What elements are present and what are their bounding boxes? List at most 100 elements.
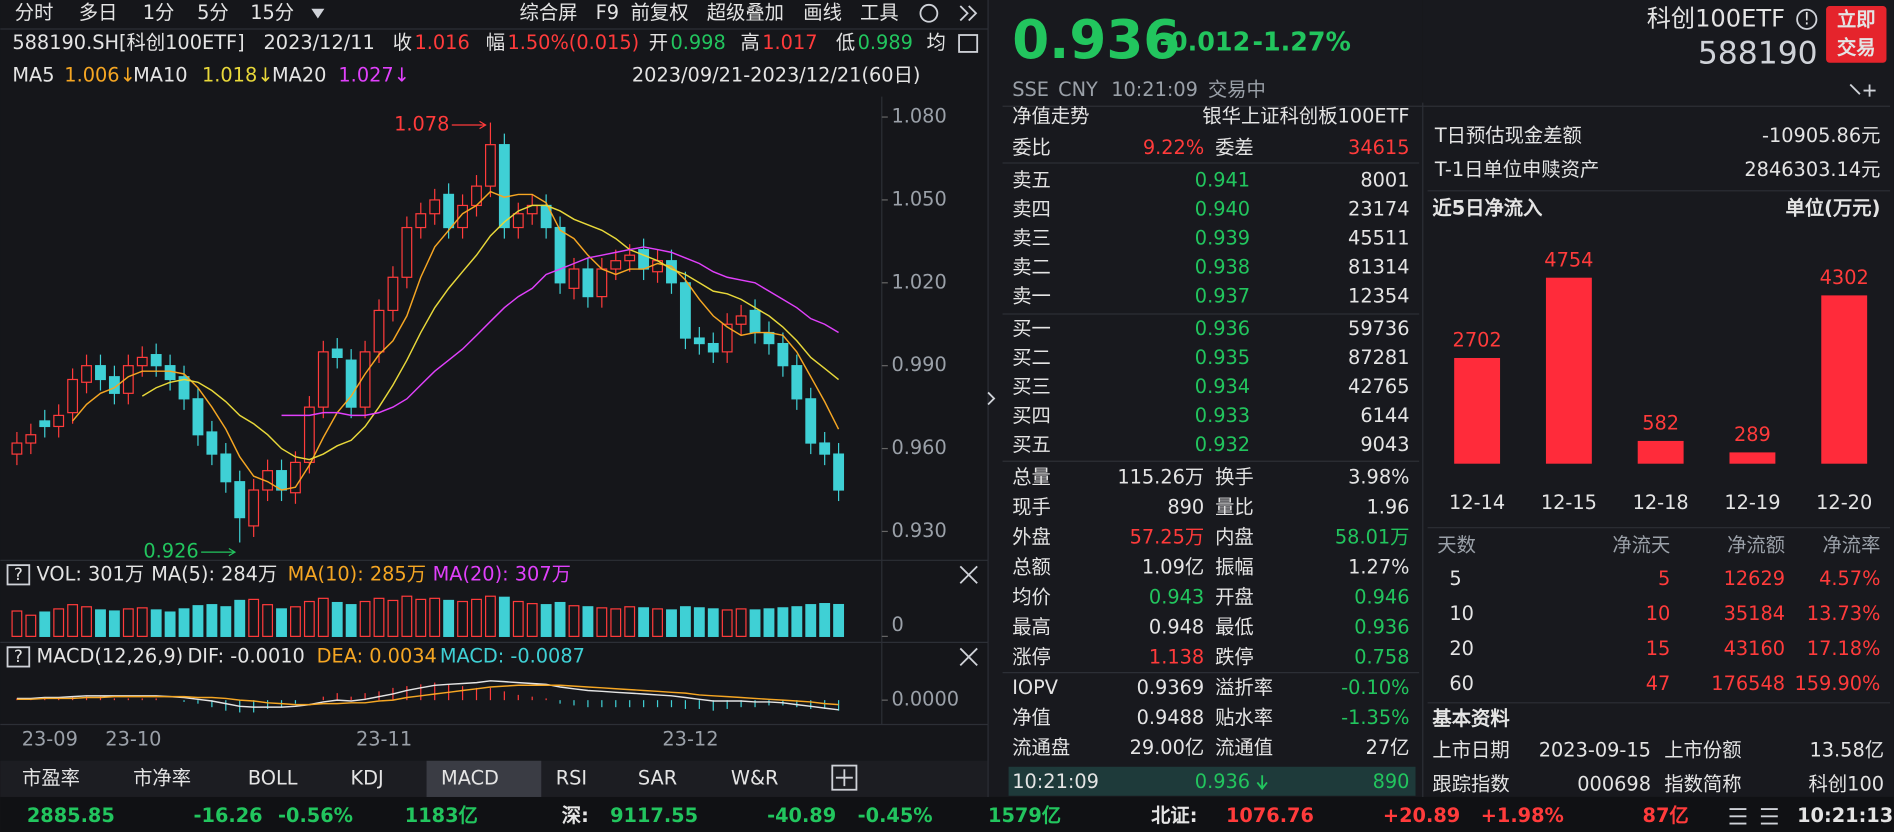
close-icon[interactable] [959,647,978,666]
nav-label: 净值走势 [1012,105,1089,128]
volume-bar [582,606,594,637]
down-arrow [1256,775,1268,790]
candle-body [136,356,148,367]
level-label: 卖二 [1012,256,1051,279]
volume-bar [276,608,287,637]
stat-label: 净值 [1012,706,1051,729]
level-volume: 59736 [1348,317,1409,340]
volume-bar [331,601,343,637]
add-tab-icon[interactable] [831,764,858,791]
tab[interactable]: W&R [731,766,779,789]
icons [6,3,1876,825]
tool-icon[interactable] [1849,83,1876,97]
candle-body [582,268,594,298]
volume-bar [39,611,51,637]
level-price: 0.939 [1195,227,1250,250]
index-quote: 深: [562,804,589,827]
volume-bar [610,608,622,637]
candle-body [679,282,691,339]
quote-date: 2023/12/11 [264,31,375,54]
stat-label: 总额 [1012,556,1051,579]
stat-value: 0.946 [1354,585,1409,608]
volume-bar [359,600,371,637]
menu-icon[interactable] [1729,808,1778,825]
table-cell: 60 [1449,672,1474,695]
level-volume: 12354 [1348,285,1409,308]
stat-value: 29.00亿 [1130,736,1205,759]
quote-value: 0.998 [670,31,725,54]
volume-bar [679,606,691,637]
stat-value: 1.138 [1149,645,1204,668]
tab[interactable]: KDJ [350,766,383,789]
separators [0,0,1891,797]
tab[interactable]: 市净率 [133,766,191,789]
volume-bar [749,609,761,637]
table-cell: 20 [1449,637,1474,660]
inflow-value: 289 [1734,423,1771,446]
stat-value: 0.943 [1149,585,1204,608]
candle-body [81,365,92,383]
ma-legend-value: 1.027↓ [338,64,409,87]
tab[interactable]: SAR [638,766,677,789]
volume-bar [596,607,608,637]
candle-body [484,144,496,187]
candle-body [331,348,343,358]
basic-label: 跟踪指数 [1432,772,1509,795]
tab[interactable]: MACD [441,766,499,789]
settings-icon[interactable] [919,3,939,23]
stat-value: 0.936 [1354,615,1409,638]
candle-body [554,226,566,284]
candle-body [178,376,190,400]
tool-button: 超级叠加 [707,1,784,24]
add-tab-icon[interactable] [835,769,853,787]
volume-bar [526,603,538,637]
candle-body [568,268,580,289]
quote-value: 1.016 [414,31,469,54]
y-tick-label: 1.050 [891,187,946,210]
trade-button[interactable] [1826,6,1887,63]
close-icon[interactable] [959,565,978,584]
volume-bar [791,606,803,637]
candle-body [276,470,287,491]
dropdown-icon[interactable] [311,8,325,19]
ma-legend-value: 1.006↓ [64,64,135,87]
more-icon[interactable] [959,5,978,22]
macd-header: MACD: -0.0087 [440,644,585,667]
volume-bar [108,610,120,637]
quote-label: 均 [926,31,945,54]
extreme-arrow [451,120,487,130]
quote-label: 幅 [486,31,505,54]
volume-bar [652,608,663,637]
tab[interactable]: 市盈率 [22,766,80,789]
collapse-icon[interactable] [987,391,996,406]
level-volume: 45511 [1348,227,1409,250]
price-change-pct: -1.27% [1253,26,1351,56]
candle-body [290,461,301,494]
tool-button: 工具 [860,1,899,24]
volume-header: MA(10): 285万 [288,562,426,585]
table-header: 净流率 [1822,533,1880,556]
stat-value: 115.26万 [1117,466,1204,489]
help-icon[interactable] [6,646,31,668]
candle-body [833,453,845,491]
tab[interactable]: RSI [556,766,587,789]
volume-bar [317,597,329,637]
layout-icon[interactable] [958,34,979,53]
table-header: 天数 [1437,533,1476,556]
table-cell: 176548 [1711,672,1785,695]
inflow-unit: 单位(万元) [1786,196,1881,219]
y-tick-label: 0.960 [891,436,946,459]
help-icon[interactable] [6,564,31,586]
active-tab[interactable] [426,760,542,797]
market-meta: 交易中 [1208,78,1266,101]
fund-name: 科创100ETF [1647,4,1785,32]
volume-bar [512,600,524,637]
table-cell: 17.18% [1807,637,1881,660]
volume-bar [707,608,719,637]
info-icon[interactable] [1796,8,1818,30]
stat-label: 贴水率 [1215,706,1273,729]
period-button: 15分 [250,1,294,24]
tab[interactable]: BOLL [248,766,298,789]
extreme-label: 1.078 [394,112,449,135]
table-cell: 10 [1646,602,1671,625]
